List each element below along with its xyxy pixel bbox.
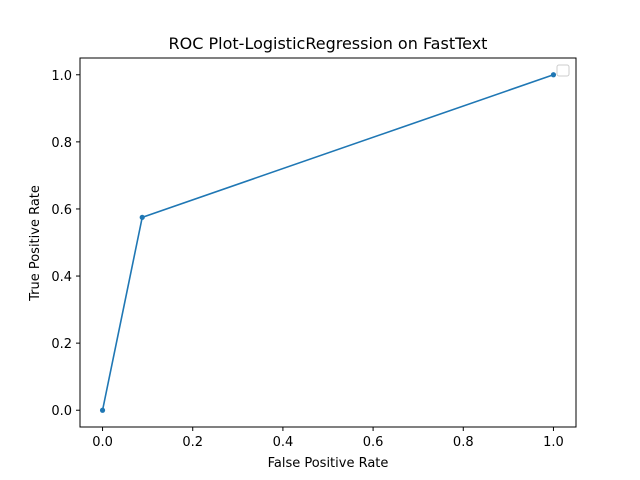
y-tick-label: 0.8: [51, 136, 72, 151]
plot-frame: [79, 57, 577, 428]
x-tick-label: 0.8: [453, 435, 474, 450]
roc-point: [99, 407, 106, 413]
x-tick-label: 0.0: [92, 435, 113, 450]
y-tick-label: 0.6: [51, 203, 72, 218]
legend-box: [556, 64, 570, 77]
y-tick-label: 0.2: [51, 337, 72, 352]
y-tick-label: 0.4: [51, 270, 72, 285]
x-tick-label: 1.0: [543, 435, 564, 450]
roc-point: [550, 72, 557, 78]
roc-curve-line: [101, 74, 554, 411]
series-layer: [99, 72, 557, 413]
chart-title: ROC Plot-LogisticRegression on FastText: [169, 34, 488, 53]
y-axis-ticks: 0.0 0.2 0.4 0.6 0.8 1.0: [51, 69, 80, 419]
roc-point: [139, 214, 145, 220]
x-axis-label: False Positive Rate: [268, 456, 389, 471]
plot-area: 0.0 0.2 0.4 0.6 0.8 1.0 0.0 0.2 0.4 0.6 0.8 1.0: [51, 57, 577, 450]
x-axis-ticks: 0.0 0.2 0.4 0.6 0.8 1.0: [92, 427, 564, 450]
x-tick-label: 0.4: [273, 435, 294, 450]
y-axis-label: True Positive Rate: [28, 185, 43, 302]
y-tick-label: 1.0: [51, 69, 72, 84]
x-tick-label: 0.6: [363, 435, 384, 450]
y-tick-label: 0.0: [51, 404, 72, 419]
x-tick-label: 0.2: [182, 435, 203, 450]
